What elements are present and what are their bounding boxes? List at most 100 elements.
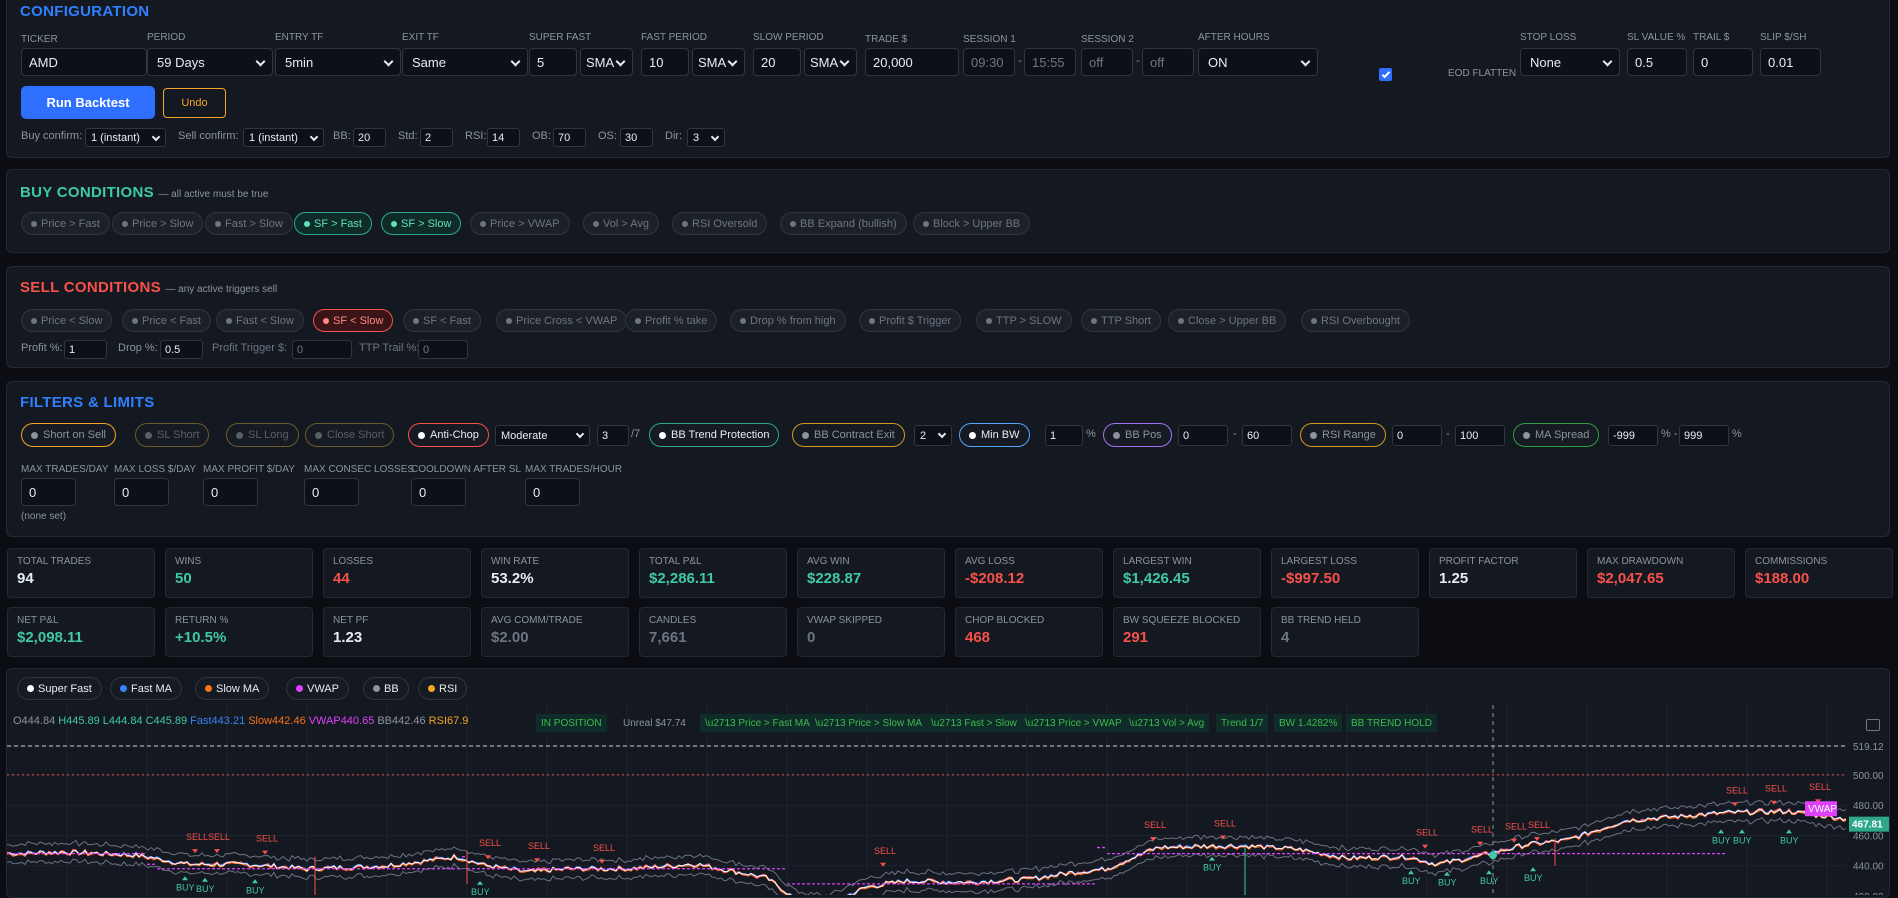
drop-pct-input[interactable]: 0.5 bbox=[160, 340, 203, 359]
super-fast-input[interactable]: 5 bbox=[529, 48, 577, 76]
buy-condition-chip[interactable]: Fast > Slow bbox=[205, 212, 293, 235]
dir-select[interactable]: 3 bbox=[687, 128, 725, 147]
buy-condition-chip[interactable]: RSI Oversold bbox=[672, 212, 768, 235]
bb-trend-protection-toggle[interactable]: BB Trend Protection bbox=[649, 423, 780, 447]
run-backtest-button[interactable]: Run Backtest bbox=[21, 86, 155, 119]
short-on-sell-toggle[interactable]: Short on Sell bbox=[21, 423, 116, 447]
chop-mode-select[interactable]: Moderate bbox=[495, 425, 590, 446]
ttp-trail-input[interactable]: 0 bbox=[418, 340, 468, 359]
after-hours-select[interactable]: ON bbox=[1198, 48, 1318, 76]
session1-end-input[interactable]: 15:55 bbox=[1024, 48, 1076, 76]
indicator-toggle[interactable]: VWAP bbox=[286, 677, 349, 700]
limit-input[interactable]: 0 bbox=[21, 478, 76, 506]
sell-condition-chip[interactable]: RSI Overbought bbox=[1301, 309, 1410, 332]
buy-condition-chip[interactable]: SF > Slow bbox=[381, 212, 462, 235]
indicator-toggle[interactable]: RSI bbox=[418, 677, 468, 700]
session2-start-input[interactable]: off bbox=[1081, 48, 1133, 76]
buy-condition-chip[interactable]: Vol > Avg bbox=[583, 212, 659, 235]
super-fast-type-select[interactable]: SMA bbox=[580, 48, 633, 76]
buy-confirm-select[interactable]: 1 (instant) bbox=[85, 128, 166, 147]
rsi-high-input[interactable]: 100 bbox=[1455, 425, 1505, 446]
buy-condition-chip[interactable]: SF > Fast bbox=[294, 212, 372, 235]
trade-input[interactable]: 20,000 bbox=[865, 48, 959, 76]
sell-condition-chip[interactable]: Fast < Slow bbox=[216, 309, 304, 332]
sell-condition-chip[interactable]: Price Cross < VWAP bbox=[496, 309, 628, 332]
stat-label: TOTAL P&L bbox=[649, 556, 702, 567]
sl-short-toggle[interactable]: SL Short bbox=[135, 423, 210, 447]
fast-period-input[interactable]: 10 bbox=[641, 48, 689, 76]
sell-condition-chip[interactable]: Price < Fast bbox=[122, 309, 211, 332]
buy-condition-chip[interactable]: BB Expand (bullish) bbox=[780, 212, 907, 235]
sl-value-input[interactable]: 0.5 bbox=[1627, 48, 1687, 76]
min-bw-input[interactable]: 1 bbox=[1045, 425, 1083, 446]
ma-spread-high-input[interactable]: 999 bbox=[1679, 425, 1729, 446]
slow-period-type-select[interactable]: SMA bbox=[804, 48, 857, 76]
sell-condition-chip[interactable]: SF < Slow bbox=[313, 309, 394, 332]
sell-condition-chip[interactable]: Price < Slow bbox=[21, 309, 113, 332]
slip-input[interactable]: 0.01 bbox=[1760, 48, 1821, 76]
indicator-toggle[interactable]: Super Fast bbox=[17, 677, 102, 700]
anti-chop-toggle[interactable]: Anti-Chop bbox=[408, 423, 489, 447]
sell-condition-chip[interactable]: Close > Upper BB bbox=[1168, 309, 1287, 332]
bb-input[interactable]: 20 bbox=[353, 128, 386, 147]
indicator-toggle[interactable]: BB bbox=[363, 677, 409, 700]
buy-condition-chip[interactable]: Price > Slow bbox=[112, 212, 204, 235]
stat-value: -$997.50 bbox=[1281, 570, 1341, 587]
eod-flatten-checkbox[interactable] bbox=[1379, 68, 1392, 81]
min-bw-toggle[interactable]: Min BW bbox=[959, 423, 1030, 447]
stat-card: TOTAL P&L $2,286.11 bbox=[639, 548, 787, 598]
period-select[interactable]: 59 Days bbox=[147, 48, 273, 76]
session2-end-input[interactable]: off bbox=[1142, 48, 1194, 76]
ticker-input[interactable]: AMD bbox=[21, 48, 147, 76]
indicator-toggle[interactable]: Slow MA bbox=[195, 677, 270, 700]
profit-pct-input[interactable]: 1 bbox=[64, 340, 107, 359]
session1-start-input[interactable]: 09:30 bbox=[963, 48, 1015, 76]
price-chart[interactable]: 519.12 500.00 480.00 460.00 440.00 420.00 SELL… bbox=[7, 705, 1890, 895]
os-input[interactable]: 30 bbox=[620, 128, 653, 147]
slow-period-input[interactable]: 20 bbox=[753, 48, 801, 76]
buy-condition-chip[interactable]: Price > Fast bbox=[21, 212, 110, 235]
buy-condition-chip[interactable]: Block > Upper BB bbox=[913, 212, 1031, 235]
chop-value-input[interactable]: 3 bbox=[597, 425, 629, 446]
y-tick-label: 460.00 bbox=[1853, 831, 1884, 842]
sell-condition-chip[interactable]: SF < Fast bbox=[403, 309, 481, 332]
undo-button[interactable]: Undo bbox=[163, 88, 226, 118]
rsi-range-toggle[interactable]: RSI Range bbox=[1300, 423, 1386, 447]
y-tick-label: 500.00 bbox=[1853, 771, 1884, 782]
profit-trigger-input[interactable]: 0 bbox=[292, 340, 352, 359]
limit-input[interactable]: 0 bbox=[304, 478, 359, 506]
trail-input[interactable]: 0 bbox=[1693, 48, 1753, 76]
sell-condition-chip[interactable]: Profit $ Trigger bbox=[859, 309, 962, 332]
rsi-input[interactable]: 14 bbox=[487, 128, 520, 147]
ma-spread-low-input[interactable]: -999 bbox=[1608, 425, 1658, 446]
bb-pos-high-input[interactable]: 60 bbox=[1242, 425, 1292, 446]
sell-condition-chip[interactable]: TTP > SLOW bbox=[976, 309, 1072, 332]
limit-input[interactable]: 0 bbox=[203, 478, 258, 506]
stat-card: TOTAL TRADES 94 bbox=[7, 548, 155, 598]
indicator-toggle[interactable]: Fast MA bbox=[110, 677, 182, 700]
ma-spread-toggle[interactable]: MA Spread bbox=[1513, 423, 1600, 447]
bb-pos-low-input[interactable]: 0 bbox=[1178, 425, 1228, 446]
stop-loss-select[interactable]: None bbox=[1520, 48, 1620, 76]
entry-tf-select[interactable]: 5min bbox=[275, 48, 401, 76]
fast-period-type-select[interactable]: SMA bbox=[692, 48, 745, 76]
bb-pos-toggle[interactable]: BB Pos bbox=[1103, 423, 1172, 447]
sell-confirm-select[interactable]: 1 (instant) bbox=[243, 128, 324, 147]
bb-contract-exit-toggle[interactable]: BB Contract Exit bbox=[792, 423, 905, 447]
bb-contract-select[interactable]: 2 bbox=[914, 425, 952, 446]
sell-condition-chip[interactable]: Drop % from high bbox=[730, 309, 846, 332]
std-input[interactable]: 2 bbox=[420, 128, 453, 147]
sell-condition-chip[interactable]: Profit % take bbox=[625, 309, 718, 332]
sl-long-toggle[interactable]: SL Long bbox=[226, 423, 299, 447]
chart-settings-icon[interactable] bbox=[1866, 719, 1880, 731]
ob-input[interactable]: 70 bbox=[553, 128, 586, 147]
limit-input[interactable]: 0 bbox=[114, 478, 169, 506]
buy-condition-chip[interactable]: Price > VWAP bbox=[470, 212, 570, 235]
sell-marker-label: SELL bbox=[1471, 825, 1493, 835]
close-short-toggle[interactable]: Close Short bbox=[305, 423, 395, 447]
exit-tf-select[interactable]: Same bbox=[402, 48, 528, 76]
limit-input[interactable]: 0 bbox=[525, 478, 580, 506]
sell-condition-chip[interactable]: TTP Short bbox=[1081, 309, 1161, 332]
limit-input[interactable]: 0 bbox=[411, 478, 466, 506]
rsi-low-input[interactable]: 0 bbox=[1392, 425, 1442, 446]
